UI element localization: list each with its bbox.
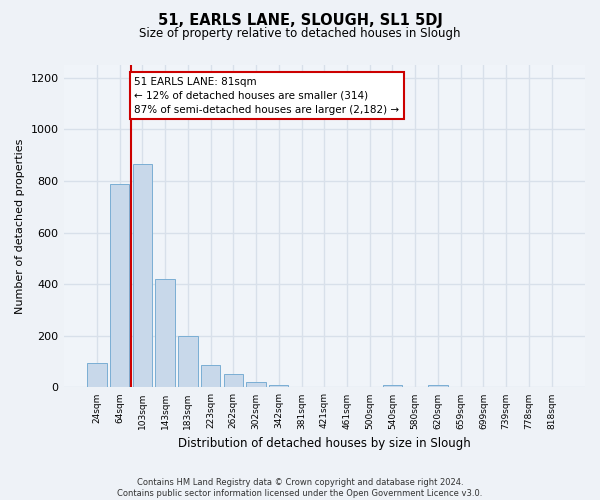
Bar — [428, 386, 448, 388]
Bar — [133, 164, 152, 388]
Bar — [110, 184, 130, 388]
Bar — [155, 279, 175, 388]
Y-axis label: Number of detached properties: Number of detached properties — [15, 138, 25, 314]
Bar — [292, 387, 311, 388]
Bar — [201, 365, 220, 388]
Text: Size of property relative to detached houses in Slough: Size of property relative to detached ho… — [139, 28, 461, 40]
Bar — [224, 374, 243, 388]
Text: Contains HM Land Registry data © Crown copyright and database right 2024.
Contai: Contains HM Land Registry data © Crown c… — [118, 478, 482, 498]
Text: 51, EARLS LANE, SLOUGH, SL1 5DJ: 51, EARLS LANE, SLOUGH, SL1 5DJ — [158, 12, 442, 28]
X-axis label: Distribution of detached houses by size in Slough: Distribution of detached houses by size … — [178, 437, 470, 450]
Text: 51 EARLS LANE: 81sqm
← 12% of detached houses are smaller (314)
87% of semi-deta: 51 EARLS LANE: 81sqm ← 12% of detached h… — [134, 76, 400, 114]
Bar — [178, 336, 197, 388]
Bar — [383, 386, 402, 388]
Bar — [247, 382, 266, 388]
Bar — [269, 386, 289, 388]
Bar — [87, 363, 107, 388]
